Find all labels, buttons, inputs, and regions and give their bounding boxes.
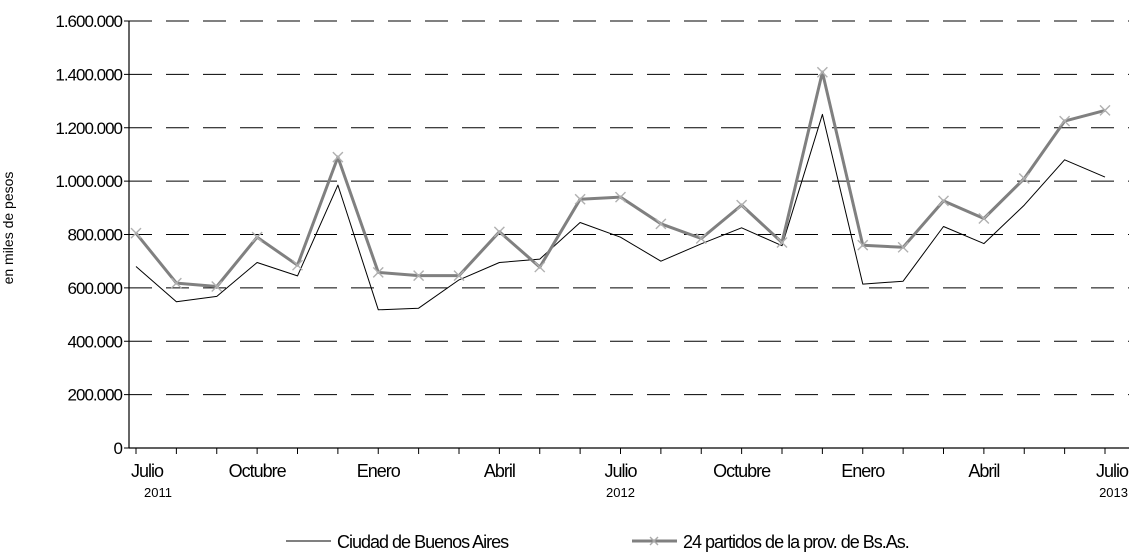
- data-point-marker: [1099, 104, 1111, 116]
- data-point-marker: [857, 239, 869, 251]
- data-point-marker: [574, 193, 586, 205]
- legend-x-marker-icon: [649, 536, 659, 546]
- x-tick-label: Abril: [968, 461, 999, 481]
- y-tick-label: 200.000: [68, 386, 123, 405]
- data-point-marker: [776, 237, 788, 249]
- x-tick-label: Abril: [484, 461, 515, 481]
- x-tick-label: Julio: [604, 461, 637, 481]
- legend-label-ciudad: Ciudad de Buenos Aires: [337, 532, 509, 552]
- x-tick-label: Octubre: [229, 461, 287, 481]
- x-tick-label: Octubre: [713, 461, 771, 481]
- data-point-marker: [1059, 115, 1071, 127]
- x-tick-label: Julio: [1096, 461, 1129, 481]
- legend-label-partidos: 24 partidos de la prov. de Bs.As.: [683, 532, 909, 552]
- y-tick-label: 0: [114, 439, 123, 458]
- x-tick-labels: Julio 2011 Octubre Enero Abril Julio 2012 Octub…: [131, 448, 1130, 500]
- data-point-marker: [292, 259, 303, 271]
- data-point-marker: [897, 241, 909, 253]
- y-tick-label: 1.000.000: [55, 172, 122, 191]
- data-point-marker: [493, 226, 505, 238]
- y-tick-label: 400.000: [68, 332, 123, 351]
- series-line-partidos: [134, 70, 1106, 288]
- y-tick-label: 1.400.000: [55, 65, 122, 84]
- data-point-marker: [534, 261, 546, 273]
- gridlines: [129, 20, 1129, 396]
- x-tick-label: Enero: [841, 461, 885, 481]
- y-tick-label: 1.600.000: [55, 12, 122, 31]
- series-line-ciudad: [135, 113, 1106, 311]
- data-point-marker: [251, 231, 263, 243]
- y-tick-labels: 0 200.000 400.000 600.000 800.000 1.000.000 1.…: [55, 12, 129, 458]
- series-lines: [130, 66, 1111, 311]
- data-point-marker: [1018, 172, 1030, 184]
- x-year-label: 2012: [606, 485, 635, 500]
- x-tick-label: Julio: [131, 461, 164, 481]
- data-point-marker: [413, 270, 425, 282]
- y-tick-label: 800.000: [68, 226, 123, 245]
- x-year-label: 2013: [1099, 485, 1128, 500]
- data-point-marker: [938, 195, 949, 207]
- data-point-marker: [615, 191, 626, 203]
- legend: Ciudad de Buenos Aires 24 partidos de la…: [286, 532, 910, 552]
- y-tick-label: 600.000: [68, 279, 123, 298]
- x-tick-label: Enero: [357, 461, 401, 481]
- data-point-marker: [736, 199, 748, 211]
- data-point-marker: [211, 281, 223, 293]
- data-point-marker: [372, 266, 384, 278]
- data-point-marker: [816, 66, 828, 78]
- data-point-marker: [170, 277, 182, 289]
- data-point-marker: [655, 218, 667, 230]
- y-axis-label: en miles de pesos: [0, 172, 16, 285]
- data-point-marker: [332, 151, 344, 163]
- data-point-marker: [453, 270, 465, 282]
- data-point-marker: [130, 227, 142, 239]
- data-point-marker: [695, 233, 707, 244]
- data-point-marker: [978, 212, 990, 224]
- y-tick-label: 1.200.000: [55, 119, 122, 138]
- x-year-label: 2011: [144, 485, 172, 500]
